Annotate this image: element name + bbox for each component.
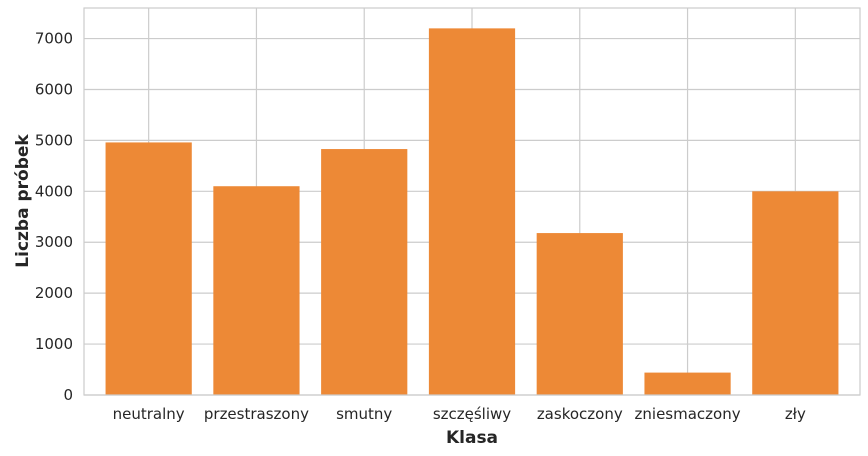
x-tick-label: zaskoczony [537,405,623,423]
y-tick-labels: 0 1000 2000 3000 4000 5000 6000 7000 [35,30,73,404]
x-tick-label: smutny [336,405,392,423]
y-tick-label: 0 [63,386,73,404]
bar-zły [752,191,839,395]
x-tick-label: zniesmaczony [635,405,741,423]
x-axis-title: Klasa [446,428,498,448]
y-tick-label: 1000 [35,335,73,353]
y-tick-label: 2000 [35,284,73,302]
x-tick-labels: neutralny przestraszony smutny szczęśliwy za… [113,405,806,423]
bar-neutralny [105,142,192,395]
y-tick-label: 3000 [35,233,73,251]
y-tick-label: 6000 [35,80,73,98]
bar-zniesmaczony [644,372,731,395]
x-tick-label: neutralny [113,405,185,423]
y-axis-title: Liczba próbek [13,134,33,268]
plot-frame [83,7,861,396]
x-tick-label: zły [785,405,806,423]
x-tick-label: przestraszony [204,405,309,423]
bars [105,28,839,396]
bar-szczęśliwy [428,28,516,396]
bar-przestraszony [213,186,300,395]
y-tick-label: 7000 [35,30,73,48]
bar-zaskoczony [536,233,623,395]
y-tick-label: 5000 [35,131,73,149]
x-tick-label: szczęśliwy [433,405,511,423]
y-tick-label: 4000 [35,182,73,200]
bar-smutny [321,149,408,395]
